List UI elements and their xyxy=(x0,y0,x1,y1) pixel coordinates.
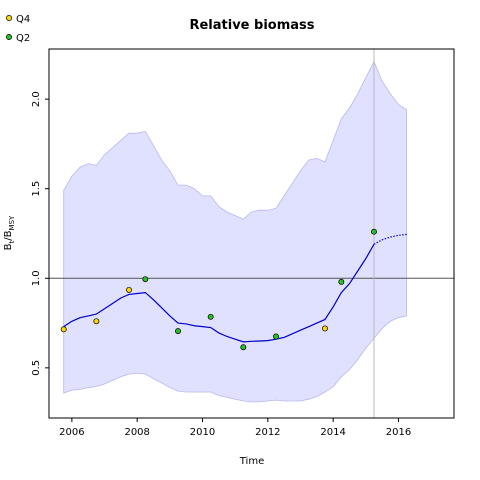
x-tick-label: 2012 xyxy=(255,427,280,438)
observation-point-q2 xyxy=(338,278,345,285)
y-tick-label: 0.5 xyxy=(31,360,42,376)
x-tick-label: 2016 xyxy=(386,427,411,438)
plot-frame xyxy=(48,48,455,419)
y-axis-ticks: 0.5 1.0 1.5 2.0 xyxy=(31,91,49,376)
observation-point-q2 xyxy=(273,333,279,340)
estimate-lines-layer xyxy=(63,233,407,343)
series-line-estimate xyxy=(63,243,375,343)
observation-point-q4 xyxy=(93,318,100,325)
x-axis-label: Time xyxy=(239,456,264,467)
y-label-slash: /B xyxy=(3,230,14,240)
observation-point-q2 xyxy=(240,344,247,351)
observation-point-q4 xyxy=(322,325,328,332)
observation-point-q2 xyxy=(142,276,149,283)
y-tick-label: 1.5 xyxy=(31,181,42,197)
y-label-sub-msy: MSY xyxy=(8,215,16,230)
y-tick-label: 2.0 xyxy=(31,91,42,107)
series-line-projection xyxy=(373,233,407,245)
legend-marker-q4 xyxy=(6,15,12,21)
observation-point-q2 xyxy=(207,313,214,320)
observation-point-q2 xyxy=(175,328,181,335)
observation-point-q2 xyxy=(371,228,377,235)
chart-title: Relative biomass xyxy=(189,18,314,33)
observation-point-q4 xyxy=(60,326,67,333)
y-label-b: B xyxy=(3,243,14,250)
x-tick-label: 2008 xyxy=(124,427,149,438)
confidence-band-layer xyxy=(63,60,408,403)
confidence-band xyxy=(63,60,408,403)
legend-label-q4: Q4 xyxy=(16,14,30,25)
observation-points-layer xyxy=(60,228,377,351)
x-tick-label: 2006 xyxy=(59,427,84,438)
legend: Q4 Q2 xyxy=(6,14,30,44)
y-axis-label: Bt/BMSY xyxy=(3,215,16,250)
x-tick-label: 2014 xyxy=(320,427,345,438)
legend-label-q2: Q2 xyxy=(16,33,30,44)
observation-point-q4 xyxy=(126,286,132,293)
y-tick-label: 1.0 xyxy=(31,270,42,286)
x-axis-ticks: 2006 2008 2010 2012 2014 2016 xyxy=(59,418,411,438)
legend-marker-q2 xyxy=(6,34,12,40)
y-label-sub-t: t xyxy=(8,240,16,243)
x-tick-label: 2010 xyxy=(190,427,215,438)
